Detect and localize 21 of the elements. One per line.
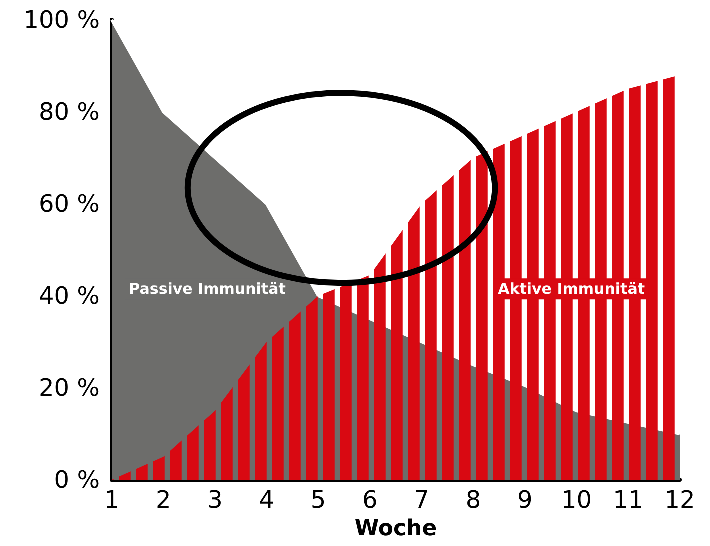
x-tick-label: 9 (517, 486, 533, 514)
x-axis-title: Woche (354, 516, 438, 542)
x-tick-label: 5 (310, 486, 326, 514)
series-label: Aktive Immunität (498, 280, 645, 298)
x-tick-label: 4 (259, 486, 275, 514)
y-tick-label: 0 % (54, 466, 100, 494)
series-label: Passive Immunität (129, 280, 286, 298)
x-tick-label: 3 (208, 486, 223, 514)
x-tick-label: 1 (104, 486, 120, 514)
y-tick-label: 20 % (39, 374, 100, 402)
x-tick-label: 6 (362, 486, 378, 514)
x-tick-label: 8 (466, 486, 482, 514)
x-tick-label: 11 (613, 486, 644, 514)
y-tick-label: 80 % (39, 98, 100, 126)
x-tick-label: 12 (664, 486, 696, 514)
y-tick-label: 60 % (39, 190, 100, 218)
x-tick-label: 2 (156, 486, 172, 514)
y-tick-label: 40 % (39, 282, 100, 310)
y-tick-label: 100 % (24, 6, 100, 34)
x-tick-label: 10 (561, 486, 592, 514)
x-tick-label: 7 (414, 486, 430, 514)
